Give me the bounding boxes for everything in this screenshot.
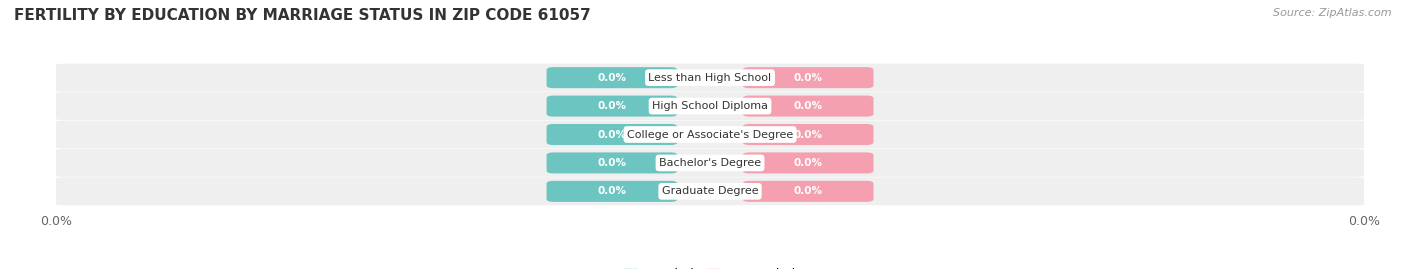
Text: Source: ZipAtlas.com: Source: ZipAtlas.com xyxy=(1274,8,1392,18)
Text: 0.0%: 0.0% xyxy=(793,158,823,168)
FancyBboxPatch shape xyxy=(742,67,873,88)
FancyBboxPatch shape xyxy=(742,181,873,202)
Text: 0.0%: 0.0% xyxy=(793,129,823,140)
FancyBboxPatch shape xyxy=(51,149,1369,177)
FancyBboxPatch shape xyxy=(547,153,678,174)
Text: Less than High School: Less than High School xyxy=(648,73,772,83)
Text: 0.0%: 0.0% xyxy=(793,101,823,111)
FancyBboxPatch shape xyxy=(547,181,678,202)
FancyBboxPatch shape xyxy=(51,178,1369,205)
Text: 0.0%: 0.0% xyxy=(598,129,627,140)
Text: College or Associate's Degree: College or Associate's Degree xyxy=(627,129,793,140)
Text: 0.0%: 0.0% xyxy=(793,186,823,196)
Text: 0.0%: 0.0% xyxy=(598,158,627,168)
FancyBboxPatch shape xyxy=(742,95,873,116)
FancyBboxPatch shape xyxy=(547,95,678,116)
Legend: Married, Unmarried: Married, Unmarried xyxy=(619,263,801,269)
FancyBboxPatch shape xyxy=(742,124,873,145)
Text: 0.0%: 0.0% xyxy=(598,101,627,111)
FancyBboxPatch shape xyxy=(51,121,1369,148)
FancyBboxPatch shape xyxy=(51,64,1369,91)
Text: 0.0%: 0.0% xyxy=(793,73,823,83)
FancyBboxPatch shape xyxy=(742,153,873,174)
FancyBboxPatch shape xyxy=(547,124,678,145)
Text: Bachelor's Degree: Bachelor's Degree xyxy=(659,158,761,168)
Text: 0.0%: 0.0% xyxy=(598,186,627,196)
Text: High School Diploma: High School Diploma xyxy=(652,101,768,111)
Text: FERTILITY BY EDUCATION BY MARRIAGE STATUS IN ZIP CODE 61057: FERTILITY BY EDUCATION BY MARRIAGE STATU… xyxy=(14,8,591,23)
FancyBboxPatch shape xyxy=(547,67,678,88)
FancyBboxPatch shape xyxy=(51,92,1369,120)
Text: 0.0%: 0.0% xyxy=(598,73,627,83)
Text: Graduate Degree: Graduate Degree xyxy=(662,186,758,196)
